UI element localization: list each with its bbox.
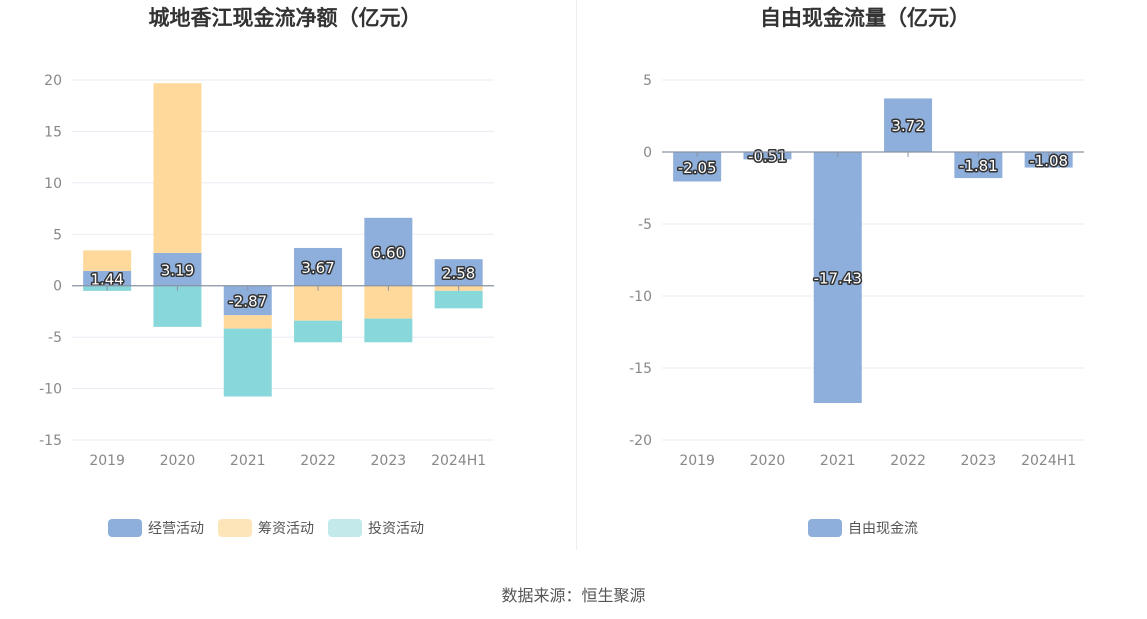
chart2-xtick-label: 2021	[820, 453, 856, 469]
chart1-bar-投资活动-2024H1	[434, 290, 483, 309]
chart1-bar-筹资活动-2020	[153, 83, 202, 253]
chart1-xtick-label: 2020	[160, 453, 196, 469]
chart1-xtick-label: 2019	[89, 453, 125, 469]
chart1-bar-筹资活动-2022	[294, 285, 343, 321]
legend-label-financing: 筹资活动	[258, 521, 314, 537]
chart1-data-label: 1.44	[90, 270, 123, 288]
legend-item-operating[interactable]: 经营活动	[108, 518, 204, 538]
chart2-ytick-label: -5	[638, 217, 652, 233]
legend-swatch-investing	[328, 519, 362, 537]
chart2-ytick-label: -15	[629, 361, 652, 377]
chart2-ytick-label: -10	[629, 289, 652, 305]
chart1-ytick-label: 10	[44, 176, 62, 192]
chart1-bar-经营活动-2022	[294, 247, 343, 286]
data-source: 数据来源：恒生聚源	[501, 586, 646, 605]
chart1-xtick-label: 2022	[300, 453, 336, 469]
chart1-title: 城地香江现金流净额（亿元）	[148, 6, 422, 30]
chart1-data-label: 3.19	[161, 261, 194, 279]
legend-label-fcf: 自由现金流	[848, 521, 918, 537]
chart2-bar-自由现金流-2021	[813, 152, 862, 403]
chart1-bar-经营活动-2023	[364, 217, 413, 286]
chart2-data-label: -1.81	[959, 157, 998, 175]
chart1-legend: 经营活动 筹资活动 投资活动	[108, 518, 438, 538]
legend-label-investing: 投资活动	[368, 521, 424, 537]
chart2-ytick-label: -20	[629, 433, 652, 449]
chart2-legend: 自由现金流	[808, 518, 932, 538]
chart1-xtick-label: 2024H1	[431, 453, 486, 469]
chart2-bar-自由现金流-2024H1	[1024, 152, 1073, 168]
chart1-ytick-label: 0	[53, 279, 62, 295]
legend-label-operating: 经营活动	[148, 521, 204, 537]
chart1-ytick-label: -15	[39, 433, 62, 449]
chart1-bar-经营活动-2020	[153, 252, 202, 286]
chart1-bar-投资活动-2023	[364, 318, 413, 343]
chart1-ytick-label: 20	[44, 73, 62, 89]
chart2-xtick-label: 2022	[890, 453, 926, 469]
chart1-xtick-label: 2023	[371, 453, 407, 469]
chart2-ytick-label: 0	[643, 145, 652, 161]
chart2-data-label: -2.05	[678, 159, 717, 177]
chart1-bar-筹资活动-2023	[364, 285, 413, 319]
legend-swatch-fcf	[808, 519, 842, 537]
chart2-xtick-label: 2023	[961, 453, 997, 469]
chart2-bar-自由现金流-2022	[884, 98, 933, 152]
chart1-bar-经营活动-2024H1	[434, 259, 483, 286]
chart1-ytick-label: 5	[53, 227, 62, 243]
chart1-xtick-label: 2021	[230, 453, 266, 469]
chart1-data-label: -2.87	[228, 292, 267, 310]
chart2-data-label: -17.43	[814, 269, 862, 287]
chart2-xtick-label: 2024H1	[1021, 453, 1076, 469]
legend-item-fcf[interactable]: 自由现金流	[808, 518, 918, 538]
legend-item-investing[interactable]: 投资活动	[328, 518, 424, 538]
chart1-bar-投资活动-2022	[294, 320, 343, 343]
chart1-bar-投资活动-2020	[153, 285, 202, 327]
chart2-xtick-label: 2020	[750, 453, 786, 469]
chart1-data-label: 2.58	[442, 264, 475, 282]
chart1-bar-经营活动-2019	[83, 270, 132, 286]
chart1-ytick-label: -10	[39, 382, 62, 398]
chart1-ytick-label: 15	[44, 124, 62, 140]
chart2-ytick-label: 5	[643, 73, 652, 89]
chart1-data-label: 6.60	[372, 244, 405, 262]
chart2-data-label: -1.08	[1029, 152, 1068, 170]
chart1-ytick-label: -5	[48, 330, 62, 346]
chart2-title: 自由现金流量（亿元）	[760, 6, 970, 30]
legend-swatch-financing	[218, 519, 252, 537]
legend-item-financing[interactable]: 筹资活动	[218, 518, 314, 538]
chart2-xtick-label: 2019	[679, 453, 715, 469]
chart1-bar-筹资活动-2019	[83, 250, 132, 271]
chart1-bar-投资活动-2021	[223, 328, 272, 397]
chart2-data-label: 3.72	[891, 117, 924, 135]
chart1-data-label: 3.67	[301, 259, 334, 277]
chart-divider	[576, 0, 577, 550]
chart1-bar-筹资活动-2021	[223, 315, 272, 329]
legend-swatch-operating	[108, 519, 142, 537]
